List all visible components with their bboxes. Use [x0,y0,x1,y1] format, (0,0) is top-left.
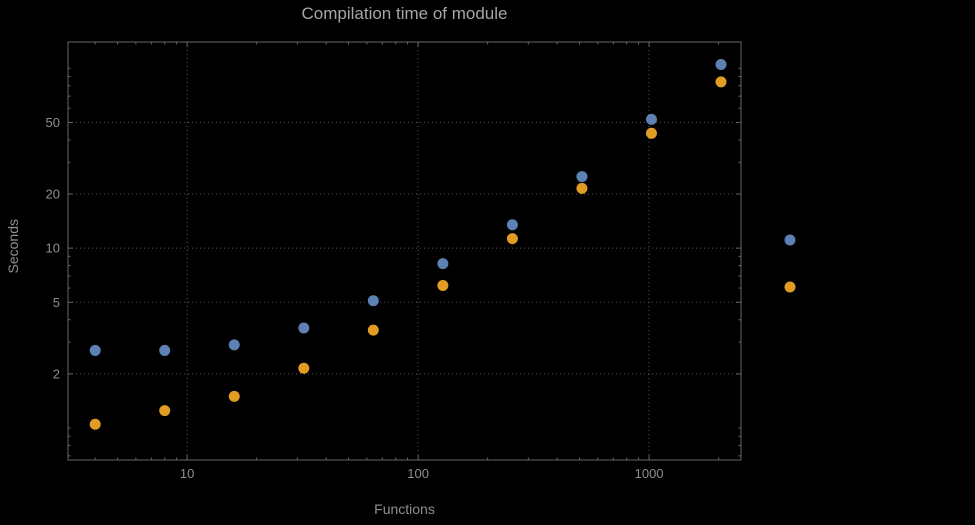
data-point-series-1 [159,344,171,356]
plot-frame [67,41,742,461]
x-tick-label: 10 [180,466,194,481]
data-point-series-1 [715,58,727,70]
legend-marker-series-2 [784,281,796,293]
data-point-series-2 [228,390,240,402]
x-tick-label: 1000 [635,466,664,481]
data-point-series-1 [645,113,657,125]
data-point-series-1 [576,171,588,183]
chart-title: Compilation time of module [301,4,508,23]
data-point-series-2 [89,418,101,430]
y-tick-label: 5 [53,295,60,310]
data-point-series-1 [506,219,518,231]
y-tick-label: 10 [46,241,60,256]
data-point-series-1 [228,339,240,351]
y-tick-label: 50 [46,115,60,130]
data-point-series-2 [645,127,657,139]
data-point-series-1 [437,258,449,270]
x-axis-label: Functions [374,501,435,517]
data-point-series-2 [506,233,518,245]
data-point-series-2 [367,324,379,336]
legend-marker-series-1 [784,234,796,246]
data-point-series-1 [298,322,310,334]
data-point-series-1 [367,295,379,307]
y-axis-label: Seconds [5,219,21,274]
data-point-series-2 [298,362,310,374]
y-tick-label: 2 [53,366,60,381]
data-point-series-2 [715,76,727,88]
data-point-series-2 [437,279,449,291]
x-tick-label: 100 [407,466,429,481]
data-point-series-1 [89,344,101,356]
y-tick-label: 20 [46,187,60,202]
data-point-series-2 [159,405,171,417]
data-point-series-2 [576,182,588,194]
